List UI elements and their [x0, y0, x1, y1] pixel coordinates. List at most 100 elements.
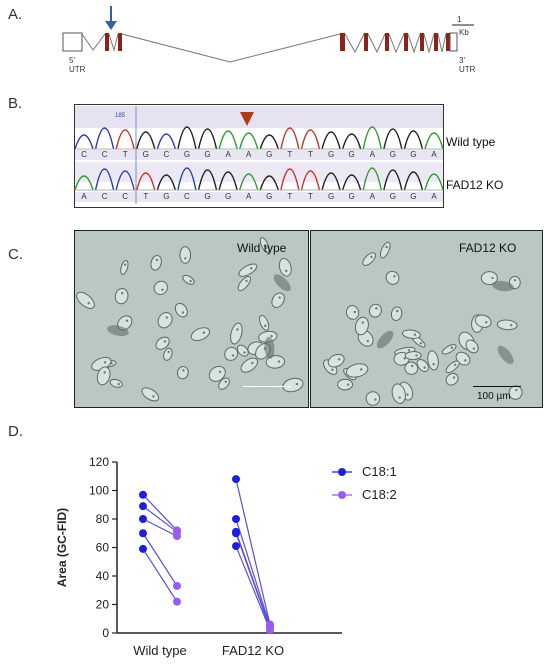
ko-peak	[115, 170, 135, 191]
ko-base: A	[370, 192, 376, 201]
cell	[153, 280, 168, 296]
legend-marker	[338, 491, 346, 499]
y-tick-label: 0	[102, 626, 109, 640]
debris	[273, 274, 291, 292]
ko-peak	[341, 174, 362, 191]
c18-1-point	[139, 502, 147, 511]
panel-d-label: D.	[8, 423, 23, 440]
wt-peak	[362, 126, 382, 150]
wt-base: T	[308, 150, 313, 159]
c18-2-point	[173, 581, 181, 590]
scale-bar-right	[473, 386, 521, 387]
exon	[446, 33, 450, 51]
exon	[105, 33, 109, 51]
ko-base: C	[184, 192, 190, 201]
cell	[208, 365, 226, 382]
cell	[404, 351, 422, 361]
wt-peak	[424, 132, 444, 150]
cell	[385, 270, 400, 285]
cell	[238, 263, 258, 277]
cell	[345, 363, 369, 378]
pair-line	[142, 494, 178, 531]
wt-base: C	[81, 150, 87, 159]
cell	[155, 336, 170, 350]
cell	[327, 353, 345, 368]
c18-1-point	[232, 475, 240, 484]
intron-line	[108, 33, 119, 52]
cell	[224, 346, 239, 361]
debris	[264, 336, 275, 359]
c18-1-point	[232, 515, 240, 523]
wt-base: G	[349, 150, 355, 159]
position-marker: 185	[115, 113, 126, 119]
pair-line	[235, 545, 271, 631]
exon	[404, 33, 408, 51]
cell	[109, 378, 123, 388]
ko-base: C	[122, 192, 128, 201]
panel-b-label: B.	[8, 95, 23, 112]
ko-base: A	[246, 192, 252, 201]
cell	[141, 387, 160, 402]
ko-base: G	[225, 192, 231, 201]
cell	[362, 252, 377, 266]
ko-peak	[403, 171, 424, 191]
wt-base: C	[163, 150, 169, 159]
cell	[345, 305, 360, 320]
wt-base: G	[328, 150, 334, 159]
ko-base: G	[328, 192, 334, 201]
ko-peak	[177, 167, 197, 191]
cell	[182, 274, 195, 285]
cell	[271, 292, 285, 308]
ko-peak	[239, 173, 259, 191]
cell	[404, 361, 419, 375]
pair-line	[142, 518, 178, 537]
ko-peak	[74, 175, 94, 191]
utr5-box	[62, 32, 83, 52]
ko-base: G	[163, 192, 169, 201]
ko-base: G	[390, 192, 396, 201]
y-tick-label: 100	[89, 484, 109, 498]
cell	[508, 385, 523, 400]
wt-peak	[94, 127, 115, 150]
cell	[150, 255, 162, 271]
ko-peak	[136, 172, 156, 191]
cell	[282, 377, 304, 393]
wt-peak	[115, 129, 135, 150]
cell	[218, 377, 230, 390]
cell	[390, 306, 403, 321]
y-tick-label: 40	[96, 569, 110, 583]
cell	[240, 357, 259, 373]
ko-peak	[424, 173, 444, 191]
wt-base: A	[225, 150, 231, 159]
intron-line	[81, 33, 106, 51]
wt-peak	[156, 133, 177, 150]
cell	[259, 237, 270, 254]
ko-base: T	[143, 192, 148, 201]
wt-peak	[197, 128, 218, 150]
y-tick-label: 60	[96, 541, 110, 555]
y-axis-label: Area (GC-FID)	[55, 508, 69, 587]
ko-base: G	[266, 192, 272, 201]
legend-label: C18:2	[362, 487, 397, 502]
exon	[340, 33, 345, 51]
pair-line	[235, 518, 271, 627]
micrograph-title-ko: FAD12 KO	[459, 241, 517, 255]
legend-marker	[338, 468, 346, 476]
micrograph-fad12-ko: FAD12 KO 100 µm	[310, 230, 543, 408]
c18-2-point	[173, 597, 181, 606]
cell	[163, 347, 173, 361]
ko-peak	[280, 168, 300, 191]
c18-1-point	[139, 529, 147, 538]
ko-peak	[321, 172, 341, 191]
c18-2-point	[173, 532, 181, 541]
c18-2-point	[266, 626, 274, 635]
mutation-arrow	[240, 112, 254, 126]
wt-peak	[383, 128, 403, 150]
wt-peak	[259, 134, 279, 150]
cell	[236, 344, 249, 357]
exon	[434, 33, 438, 51]
x-category-label: FAD12 KO	[222, 643, 284, 658]
utr5-label: 5' UTR	[69, 56, 86, 74]
wt-base: A	[431, 150, 437, 159]
wt-peak	[280, 127, 300, 150]
